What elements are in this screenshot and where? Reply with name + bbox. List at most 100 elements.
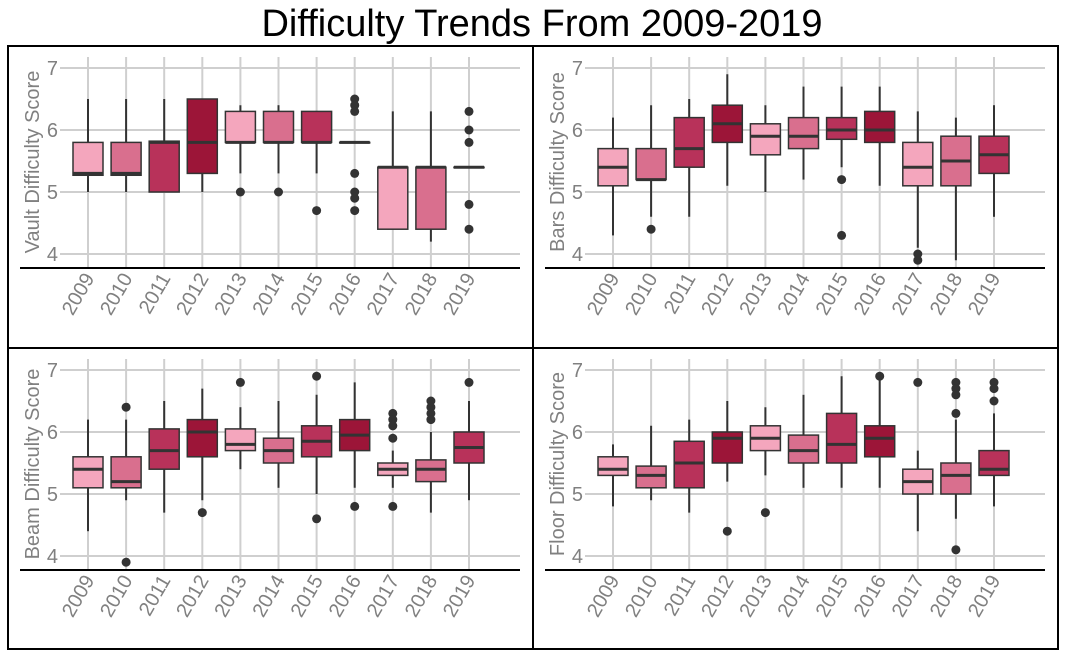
outlier-point — [121, 402, 131, 412]
outlier-point — [350, 94, 360, 104]
box-2018 — [940, 377, 972, 555]
x-tick-label: 2010 — [96, 270, 137, 320]
outlier-point — [388, 433, 398, 443]
box-iqr — [72, 141, 104, 177]
x-tick-label: 2015 — [812, 572, 853, 622]
x-tick-label: 2015 — [812, 270, 853, 320]
box-2010 — [635, 425, 667, 501]
box-2010 — [110, 402, 142, 567]
outlier-point — [464, 224, 474, 234]
box-iqr — [415, 459, 447, 483]
box-2014 — [262, 105, 295, 197]
box-iqr — [787, 116, 820, 150]
x-tick-label: 2013 — [735, 270, 776, 320]
x-tick-label: 2011 — [660, 572, 701, 620]
box-2017 — [902, 377, 934, 532]
box-iqr — [415, 166, 447, 230]
outlier-point — [121, 557, 131, 567]
outlier-point — [426, 408, 436, 418]
y-axis-label: Beam Difficulty Score — [22, 369, 44, 560]
box-iqr — [148, 140, 180, 193]
y-tick-label: 5 — [47, 182, 58, 204]
outlier-point — [350, 168, 360, 178]
outlier-point — [913, 249, 923, 259]
box-iqr — [377, 166, 409, 230]
outlier-point — [989, 396, 999, 406]
outlier-point — [646, 224, 656, 234]
box-2018 — [415, 111, 447, 242]
x-tick-label: 2016 — [325, 572, 366, 622]
y-tick-label: 4 — [572, 244, 583, 266]
outlier-point — [388, 421, 398, 431]
x-tick-label: 2017 — [888, 270, 929, 320]
x-tick-label: 2016 — [850, 572, 891, 622]
box-2014 — [787, 394, 820, 488]
chart-title: Difficulty Trends From 2009-2019 — [261, 3, 823, 45]
box-iqr — [597, 456, 629, 477]
outlier-point — [426, 415, 436, 425]
box-2011 — [148, 99, 180, 193]
box-2011 — [673, 99, 705, 217]
x-tick-label: 2019 — [439, 270, 480, 320]
x-tick-label: 2009 — [58, 572, 99, 622]
x-tick-label: 2009 — [583, 270, 624, 320]
y-axis-label: Bars Difficulty Score — [547, 72, 569, 252]
x-tick-label: 2013 — [210, 572, 251, 622]
box-2015 — [300, 371, 333, 524]
x-tick-label: 2012 — [172, 270, 213, 320]
x-tick-label: 2018 — [401, 270, 442, 320]
outlier-point — [235, 187, 245, 197]
box-2017 — [377, 111, 409, 230]
box-2011 — [673, 419, 705, 513]
x-tick-label: 2015 — [287, 270, 328, 320]
box-2011 — [148, 401, 180, 513]
y-tick-label: 4 — [47, 244, 58, 266]
outlier-point — [350, 100, 360, 110]
x-tick-label: 2017 — [363, 572, 404, 622]
x-tick-label: 2016 — [325, 270, 366, 320]
box-2016 — [863, 86, 896, 186]
y-axis-label: Vault Difficulty Score — [22, 71, 44, 254]
outlier-point — [350, 206, 360, 216]
y-axis-label: Floor Difficulty Score — [547, 372, 569, 556]
outlier-point — [464, 106, 474, 116]
box-iqr — [978, 449, 1010, 477]
y-tick-label: 4 — [572, 546, 583, 568]
outlier-point — [388, 408, 398, 418]
panel-4: 4 5 6 7 200920102011201220132014201520162017… — [532, 347, 1059, 650]
x-tick-label: 2014 — [249, 270, 290, 320]
x-tick-label: 2017 — [888, 572, 929, 622]
box-2009 — [72, 419, 104, 532]
outlier-point — [350, 187, 360, 197]
box-iqr — [787, 434, 820, 464]
box-2010 — [635, 105, 667, 234]
box-2016 — [863, 371, 896, 488]
box-2013 — [224, 105, 257, 197]
box-iqr — [224, 110, 257, 144]
box-2017 — [377, 408, 409, 511]
x-tick-label: 2014 — [774, 572, 815, 622]
box-iqr — [224, 428, 257, 452]
box-iqr — [148, 428, 180, 470]
x-tick-label: 2010 — [96, 572, 137, 622]
y-tick-label: 6 — [572, 422, 583, 444]
x-tick-label: 2010 — [621, 270, 662, 320]
outlier-point — [235, 377, 245, 387]
outlier-point — [951, 408, 961, 418]
outlier-point — [350, 501, 360, 511]
y-tick-label: 7 — [572, 58, 583, 80]
y-tick-label: 6 — [47, 120, 58, 142]
box-iqr — [711, 431, 744, 464]
outlier-point — [464, 125, 474, 135]
box-iqr — [186, 418, 219, 458]
box-iqr — [673, 440, 705, 489]
outlier-point — [837, 175, 847, 185]
y-tick-label: 5 — [572, 182, 583, 204]
outlier-point — [913, 377, 923, 387]
x-tick-label: 2010 — [621, 572, 662, 622]
box-2015 — [300, 110, 333, 216]
box-iqr — [635, 465, 667, 489]
x-tick-label: 2012 — [697, 572, 738, 622]
panel-1: 4 5 6 7 200920102011201220132014201520162017… — [7, 45, 534, 349]
outlier-point — [274, 187, 283, 197]
